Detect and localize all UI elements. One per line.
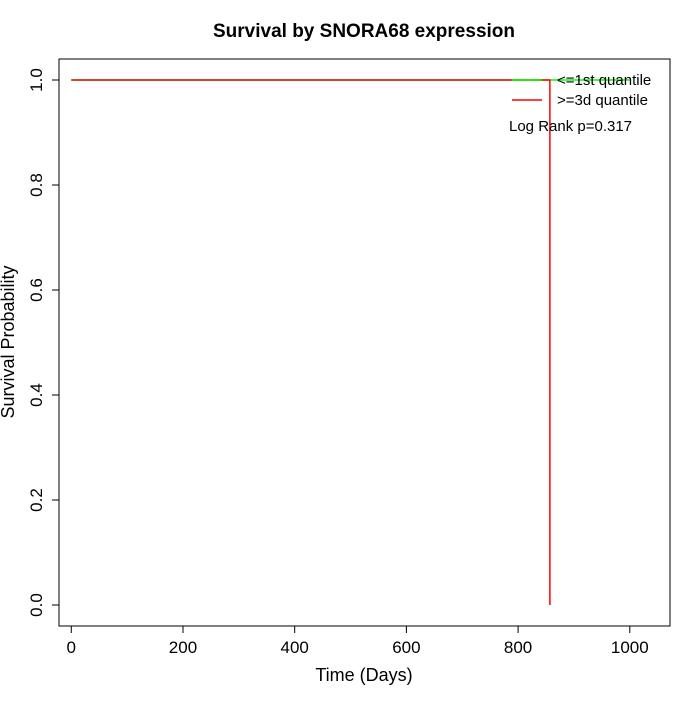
x-tick-label: 800 [504,638,532,657]
y-tick-label: 0.8 [27,173,46,197]
x-tick-label: 0 [67,638,76,657]
series-layer [71,79,630,605]
chart-title: Survival by SNORA68 expression [213,21,515,42]
plot-border [58,58,671,627]
x-tick-label: 200 [169,638,197,657]
x-tick-label: 1000 [611,638,649,657]
x-axis: 0 200 400 600 800 1000 [67,625,649,657]
x-axis-label: Time (Days) [315,665,412,685]
log-rank-annotation: Log Rank p=0.317 [509,118,632,135]
y-tick-label: 1.0 [27,68,46,92]
y-tick-label: 0.6 [27,278,46,302]
legend: <=1st quantile >=3d quantile [512,72,651,109]
x-tick-label: 400 [280,638,308,657]
y-axis: 0.0 0.2 0.4 0.6 0.8 1.0 [27,68,60,617]
legend-label-2: >=3d quantile [557,92,648,109]
x-tick-label: 600 [392,638,420,657]
y-tick-label: 0.4 [27,383,46,407]
y-axis-label: Survival Probability [0,265,18,418]
y-tick-label: 0.0 [27,593,46,617]
legend-label-1: <=1st quantile [557,72,651,89]
series-line-2 [71,79,551,605]
y-tick-label: 0.2 [27,488,46,512]
